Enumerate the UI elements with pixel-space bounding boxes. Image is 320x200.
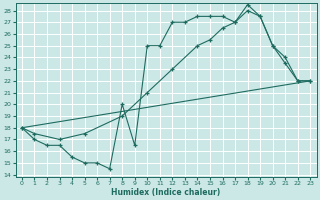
X-axis label: Humidex (Indice chaleur): Humidex (Indice chaleur) bbox=[111, 188, 221, 197]
